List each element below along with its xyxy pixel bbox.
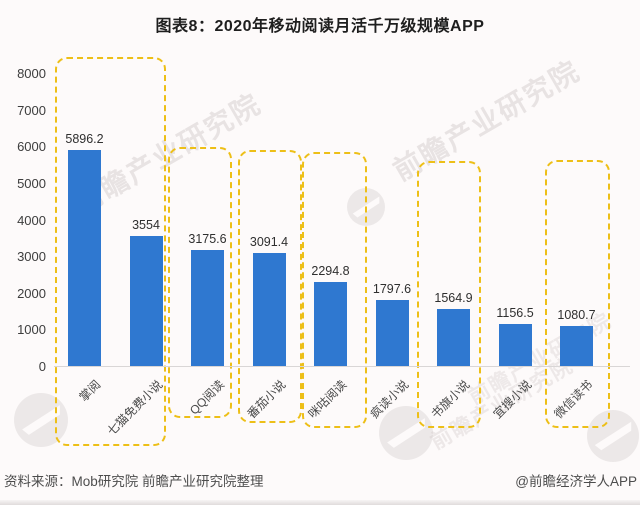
- x-axis-line: [54, 366, 630, 367]
- bar-value-label: 3091.4: [249, 234, 289, 249]
- highlight-box: [302, 152, 367, 428]
- highlight-box: [55, 57, 166, 446]
- bar: [375, 300, 409, 366]
- bar-value-label: 1080.7: [557, 308, 596, 323]
- y-tick-label: 5000: [17, 175, 46, 191]
- y-tick-label: 3000: [17, 249, 46, 265]
- source-note: 资料来源：Mob研究院 前瞻产业研究院整理: [4, 474, 264, 489]
- y-tick-label: 1000: [17, 322, 46, 338]
- bar-value-label: 1797.6: [372, 282, 412, 297]
- y-tick-label: 4000: [17, 212, 46, 228]
- highlight-box: [168, 147, 232, 418]
- y-tick-label: 7000: [17, 102, 46, 118]
- bar: [560, 326, 593, 366]
- bar-chart: 前瞻产业研究院 前瞻产业研究院 前瞻产业研究院 前瞻产业研究院 0 1000 200…: [14, 55, 639, 462]
- bar-category-label: 疯读小说: [367, 377, 412, 422]
- bar: [68, 150, 101, 366]
- bar: [252, 252, 286, 366]
- highlight-box: [545, 160, 610, 428]
- highlight-box: [238, 150, 302, 423]
- bar: [498, 323, 532, 366]
- credit-note: @前瞻经济学人APP: [515, 474, 637, 489]
- bar-value-label: 1156.5: [496, 305, 534, 320]
- y-tick-label: 6000: [17, 139, 46, 155]
- chart-title: 图表8：2020年移动阅读月活千万级规模APP: [155, 18, 485, 35]
- y-tick-label: 0: [38, 359, 46, 374]
- bar-value-label: 1564.9: [434, 290, 473, 305]
- y-tick-label: 8000: [17, 66, 46, 81]
- footer: 资料来源：Mob研究院 前瞻产业研究院整理 @前瞻经济学人APP: [0, 470, 640, 490]
- bar-value-label: 2294.8: [311, 263, 350, 278]
- bottom-edge-strip: [0, 500, 640, 505]
- bar-category-label: 宜搜小说: [490, 377, 535, 422]
- bar: [191, 249, 224, 366]
- bar: [129, 235, 163, 366]
- y-tick-label: 2000: [17, 285, 46, 301]
- highlight-box: [417, 161, 481, 428]
- bar: [437, 308, 470, 366]
- bar-value-label: 3554: [132, 217, 160, 232]
- bar-value-label: 5896.2: [65, 132, 104, 147]
- bar: [314, 281, 347, 366]
- bar-value-label: 3175.6: [188, 231, 227, 246]
